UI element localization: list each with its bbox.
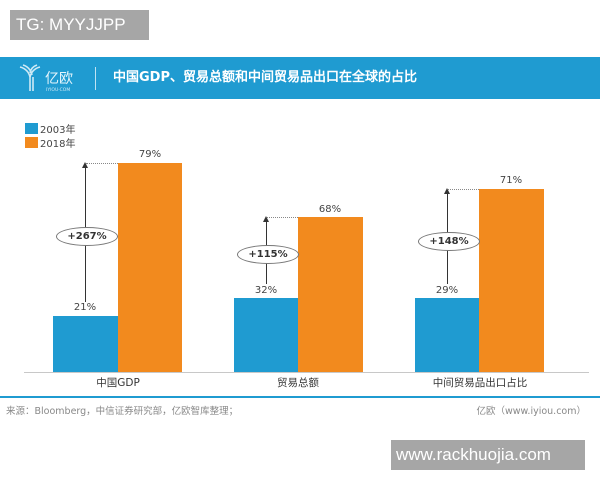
bar-trade-2018 [298, 217, 363, 372]
source-note: 来源：Bloomberg，中信证券研究部，亿欧智库整理； [6, 406, 239, 417]
legend-swatch-orange [25, 136, 38, 148]
category-label: 贸易总额 [277, 377, 319, 389]
reference-dotted-line [86, 163, 118, 164]
bar-trade-2003 [234, 298, 298, 372]
legend: 2003年 2018年 [25, 121, 76, 150]
header-banner: 亿欧 IYIOU·COM 中国GDP、贸易总额和中间贸易品出口在全球的占比 [0, 57, 600, 99]
iyiou-logo: 亿欧 IYIOU·COM [18, 63, 90, 93]
legend-item-2003: 2003年 [25, 121, 76, 136]
value-label: 71% [499, 175, 523, 186]
category-label: 中间贸易品出口占比 [432, 377, 528, 389]
category-label: 中国GDP [96, 377, 140, 389]
value-label: 21% [73, 302, 97, 313]
footer-divider [0, 396, 600, 398]
watermark: www.rackhuojia.com [391, 440, 585, 470]
legend-label: 2003年 [40, 124, 76, 136]
arrow-head-icon [263, 216, 269, 222]
svg-text:亿欧: 亿欧 [45, 71, 73, 87]
bar-gdp-2018 [118, 163, 182, 372]
value-label: 32% [254, 285, 278, 296]
arrow-head-icon [444, 188, 450, 194]
x-axis [24, 372, 589, 373]
logo-y-icon: 亿欧 IYIOU·COM [19, 64, 73, 93]
value-label: 79% [138, 149, 162, 160]
reference-dotted-line [448, 189, 479, 190]
growth-badge: +115% [237, 245, 299, 264]
legend-swatch-blue [25, 122, 38, 134]
value-label: 29% [435, 285, 459, 296]
bar-gdp-2003 [53, 316, 118, 372]
overlay-tag: TG: MYYJJPP [10, 10, 149, 40]
credit-note: 亿欧（www.iyiou.com） [476, 406, 586, 417]
growth-badge: +267% [56, 227, 118, 246]
growth-badge: +148% [418, 232, 480, 251]
svg-text:IYIOU·COM: IYIOU·COM [46, 87, 70, 93]
legend-label: 2018年 [40, 138, 76, 150]
legend-item-2018: 2018年 [25, 135, 76, 150]
reference-dotted-line [267, 217, 298, 218]
bar-intermediate-2003 [415, 298, 479, 372]
value-label: 68% [318, 204, 342, 215]
arrow-head-icon [82, 162, 88, 168]
chart-title: 中国GDP、贸易总额和中间贸易品出口在全球的占比 [113, 70, 417, 85]
logo-divider [95, 67, 96, 90]
bar-intermediate-2018 [479, 189, 544, 372]
